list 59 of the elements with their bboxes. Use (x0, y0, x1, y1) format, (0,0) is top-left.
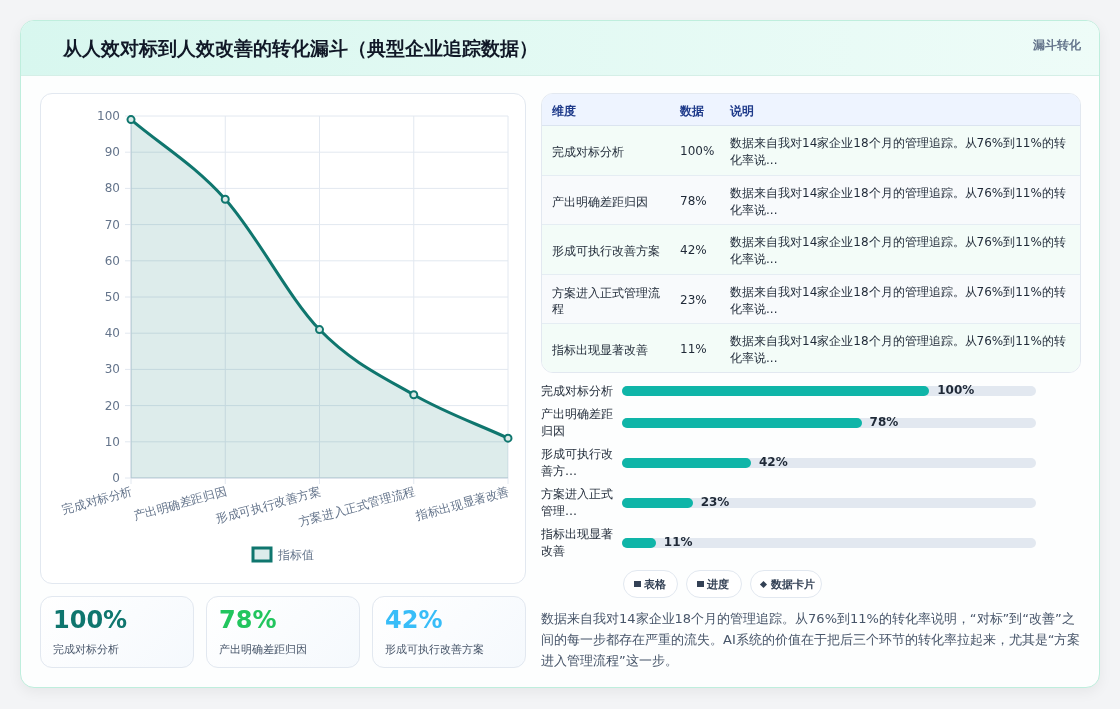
data-label: 42% (759, 455, 788, 469)
text: 数据来自我对14家企业18个月的管理追踪。从76%到11%的转化率说... (730, 184, 1067, 219)
text: 数据 (680, 103, 704, 120)
y-tick-label: 0 (112, 471, 120, 485)
category-label: 产出明确差距归因 (552, 193, 649, 211)
y-tick-label: 产出明确差距归因 (541, 406, 614, 440)
text: 100% (53, 606, 128, 634)
text: 数据来自我对14家企业18个月的管理追踪。从76%到11%的转化率说明，“对标”到“改善”之间的每一步都存在严重的流失。AI系统的价值在于把后三个环节的转化率拉起来，尤其是“方案进入管理流程”这一步。 (541, 610, 1081, 670)
y-tick-label: 10 (104, 434, 120, 449)
y-tick-label: 60 (104, 253, 120, 268)
text: 进度 (707, 577, 729, 592)
bar (622, 498, 693, 508)
point (409, 390, 419, 400)
text: 78% (219, 606, 277, 634)
x-tick-label: 指标出现显著改善 (413, 484, 511, 523)
y-tick-label: 40 (104, 326, 120, 341)
category-label: 形成可执行改善方案 (552, 243, 661, 260)
data-label: 23% (700, 495, 730, 509)
y-tick-label: 20 (104, 398, 120, 413)
text: 说明 (730, 103, 754, 120)
category-label: 形成可执行改善方案 (385, 642, 484, 657)
text: 23% (680, 292, 707, 307)
text: 42% (385, 606, 443, 634)
text: 78% (680, 193, 707, 208)
category-label: 指标出现显著改善 (552, 342, 649, 359)
text: 数据卡片 (771, 577, 815, 592)
text: 11% (680, 342, 707, 356)
y-tick-label: 50 (104, 290, 120, 304)
text: 42% (680, 243, 707, 257)
text: 表格 (644, 577, 666, 592)
y-tick-label: 完成对标分析 (541, 382, 614, 400)
category-label: 方案进入正式管理流程 (552, 284, 661, 318)
text: 漏斗转化 (1033, 37, 1081, 54)
text: 数据来自我对14家企业18个月的管理追踪。从76%到11%的转化率说... (730, 333, 1067, 367)
data-label: 100% (937, 383, 975, 397)
data-label: 78% (869, 415, 899, 429)
text: 100% (680, 144, 715, 158)
point (503, 433, 513, 443)
y-tick-label: 90 (104, 145, 120, 160)
y-tick-label: 30 (104, 362, 120, 377)
point (315, 325, 324, 335)
data-label: 11% (663, 535, 693, 549)
legend-label: 指标值 (277, 548, 314, 562)
y-tick-label: 70 (104, 217, 120, 232)
text: 数据来自我对14家企业18个月的管理追踪。从76%到11%的转化率说... (730, 283, 1067, 318)
text: 维度 (552, 103, 576, 120)
chart-title: 从人效对标到人效改善的转化漏斗（典型企业追踪数据） (63, 36, 538, 61)
category-label: 完成对标分析 (552, 144, 625, 161)
bar (622, 458, 752, 468)
text: 数据来自我对14家企业18个月的管理追踪。从76%到11%的转化率说... (730, 135, 1067, 169)
y-tick-label: 100 (97, 109, 120, 123)
y-tick-label: 指标出现显著改善 (541, 526, 614, 560)
y-tick-label: 形成可执行改善方… (541, 446, 614, 480)
category-label: 产出明确差距归因 (219, 642, 307, 657)
y-tick-label: 80 (104, 181, 120, 196)
point (220, 194, 230, 204)
y-tick-label: 方案进入正式管理… (541, 486, 614, 520)
point (126, 115, 136, 125)
text: 数据来自我对14家企业18个月的管理追踪。从76%到11%的转化率说... (730, 234, 1067, 268)
